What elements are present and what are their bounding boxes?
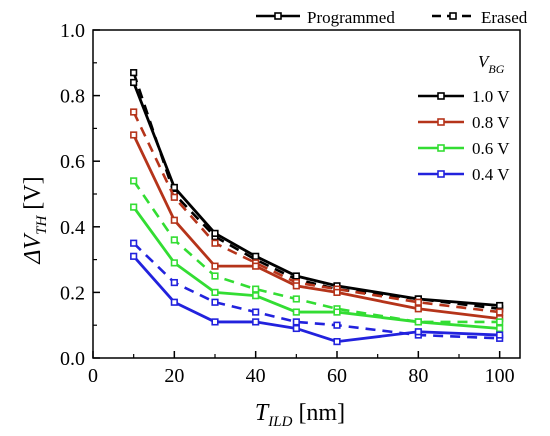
programmed-point xyxy=(333,288,341,297)
vbg-legend-marker xyxy=(437,144,445,152)
vbg-legend: VBG 1.0 V 0.8 V 0.6 V 0.4 V xyxy=(418,52,510,184)
vbg-legend-label: 1.0 V xyxy=(472,87,510,106)
vbg-legend-label: 0.8 V xyxy=(472,113,510,132)
programmed-point xyxy=(211,229,219,237)
programmed-point xyxy=(130,203,138,211)
programmed-point xyxy=(496,331,504,339)
y-axis-title: ΔVTH [V] xyxy=(20,176,50,264)
erased-line xyxy=(132,111,500,314)
programmed-legend-marker xyxy=(274,12,282,20)
erased-point xyxy=(496,308,504,316)
programmed-point xyxy=(170,216,178,224)
x-tick-label: 20 xyxy=(164,365,184,387)
erased-line xyxy=(132,180,500,324)
x-tick-label: 40 xyxy=(246,365,266,387)
erased-point xyxy=(211,239,219,247)
axis-ticks: 0 20 40 60 80 100 0.0 0.2 0.4 0.6 0.8 1.0 xyxy=(60,20,515,387)
x-tick-label: 100 xyxy=(485,365,515,387)
vbg-legend-label: 0.4 V xyxy=(472,165,510,184)
erased-point xyxy=(170,278,178,287)
erased-point xyxy=(292,295,300,303)
erased-point xyxy=(292,318,300,326)
programmed-point xyxy=(252,262,260,270)
programmed-point xyxy=(414,318,422,326)
series-06v xyxy=(130,177,504,333)
vbg-legend-marker xyxy=(437,118,445,126)
erased-point xyxy=(211,272,219,280)
erased-point xyxy=(333,321,341,329)
programmed-point xyxy=(252,318,260,326)
programmed-point xyxy=(211,288,219,297)
programmed-legend-label: Programmed xyxy=(307,8,395,27)
y-tick-label: 0.2 xyxy=(60,282,85,304)
programmed-point xyxy=(292,324,300,333)
programmed-point xyxy=(170,259,178,267)
plot-frame xyxy=(92,29,521,359)
x-tick-label: 60 xyxy=(327,365,347,387)
programmed-point xyxy=(414,305,422,313)
series-layer xyxy=(130,69,504,346)
y-tick-label: 0.6 xyxy=(60,151,85,173)
erased-point xyxy=(252,308,260,316)
erased-point xyxy=(130,108,138,116)
erased-legend-marker xyxy=(449,12,457,20)
erased-point xyxy=(170,193,178,201)
erased-point xyxy=(130,69,138,77)
series-04v xyxy=(130,239,504,346)
y-tick-label: 1.0 xyxy=(60,20,85,42)
series-10v xyxy=(130,69,504,313)
programmed-point xyxy=(333,308,341,316)
x-tick-label: 0 xyxy=(88,365,98,387)
programmed-point xyxy=(414,328,422,336)
vbg-legend-marker xyxy=(437,170,445,178)
erased-point xyxy=(414,298,422,306)
programmed-point xyxy=(130,131,138,139)
erased-point xyxy=(130,239,138,247)
erased-point xyxy=(130,177,138,185)
erased-line xyxy=(132,72,500,311)
vbg-legend-title: VBG xyxy=(478,52,505,76)
programmed-point xyxy=(170,298,178,306)
programmed-point xyxy=(211,262,219,270)
programmed-line xyxy=(132,134,500,321)
programmed-line xyxy=(132,206,500,330)
y-tick-label: 0.4 xyxy=(60,217,85,239)
x-tick-label: 80 xyxy=(408,365,428,387)
programmed-point xyxy=(333,337,341,346)
programmed-line xyxy=(132,255,500,344)
y-tick-label: 0.8 xyxy=(60,86,85,108)
y-tick-label: 0.0 xyxy=(60,348,85,370)
programmed-point xyxy=(211,318,219,326)
vbg-legend-marker xyxy=(437,92,445,100)
programmed-point xyxy=(252,292,260,300)
programmed-point xyxy=(496,301,504,310)
erased-point xyxy=(496,318,504,326)
x-axis-title: TILD [nm] xyxy=(255,400,345,430)
programmed-line xyxy=(132,81,500,307)
programmed-point xyxy=(496,324,504,333)
programmed-point xyxy=(130,252,138,260)
legend: Programmed Erased VBG 1.0 V 0.8 V 0.6 V 0.4 V xyxy=(256,8,528,184)
programmed-point xyxy=(130,78,138,87)
style-legend: Programmed Erased xyxy=(256,8,528,27)
programmed-point xyxy=(292,272,300,280)
programmed-point xyxy=(292,282,300,290)
programmed-point xyxy=(170,183,178,192)
erased-point xyxy=(211,298,219,306)
programmed-point xyxy=(252,252,260,260)
vbg-legend-label: 0.6 V xyxy=(472,139,510,158)
erased-point xyxy=(252,285,260,293)
programmed-point xyxy=(292,308,300,316)
erased-legend-label: Erased xyxy=(481,8,528,27)
plot-area-border xyxy=(92,29,521,359)
erased-point xyxy=(170,236,178,244)
